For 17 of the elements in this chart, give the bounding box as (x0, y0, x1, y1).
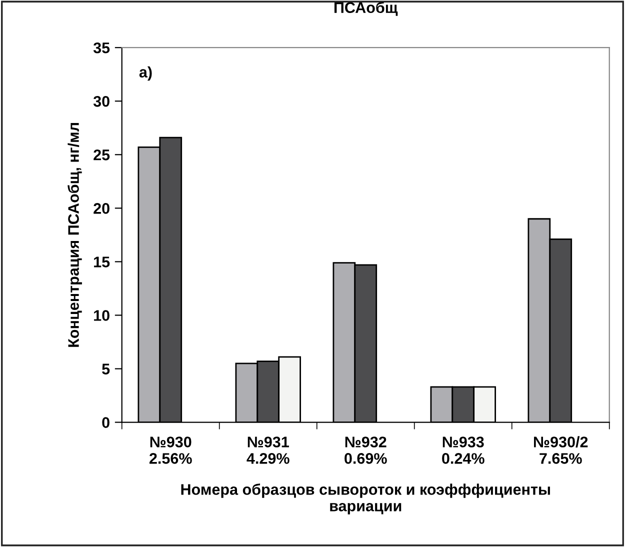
y-tick-label: 25 (94, 150, 110, 160)
y-tick-label: 10 (94, 310, 110, 321)
y-tick-label: 35 (93, 42, 110, 54)
x-tick-label: №930/2 7.65% (534, 436, 588, 464)
chart-title: ПСАобщ (334, 2, 398, 16)
x-axis-title: Номера образцов сывороток и коэфффициенты вариации (181, 484, 550, 514)
x-tick-label: №932 0.69% (344, 436, 387, 464)
x-tick-label: №931 4.29% (246, 436, 290, 464)
y-tick-label: 20 (94, 203, 110, 214)
x-tick-label: №930 2.56% (149, 436, 192, 464)
annotation: a) (139, 66, 152, 81)
y-axis-title: Концентрация ПСАобщ, нг/мл (68, 123, 82, 347)
y-tick-label: 0 (102, 417, 110, 428)
y-tick-label: 15 (94, 256, 110, 268)
y-tick-label: 30 (93, 96, 110, 107)
x-tick-label: №933 0.24% (442, 436, 484, 464)
y-tick-label: 5 (102, 364, 110, 374)
